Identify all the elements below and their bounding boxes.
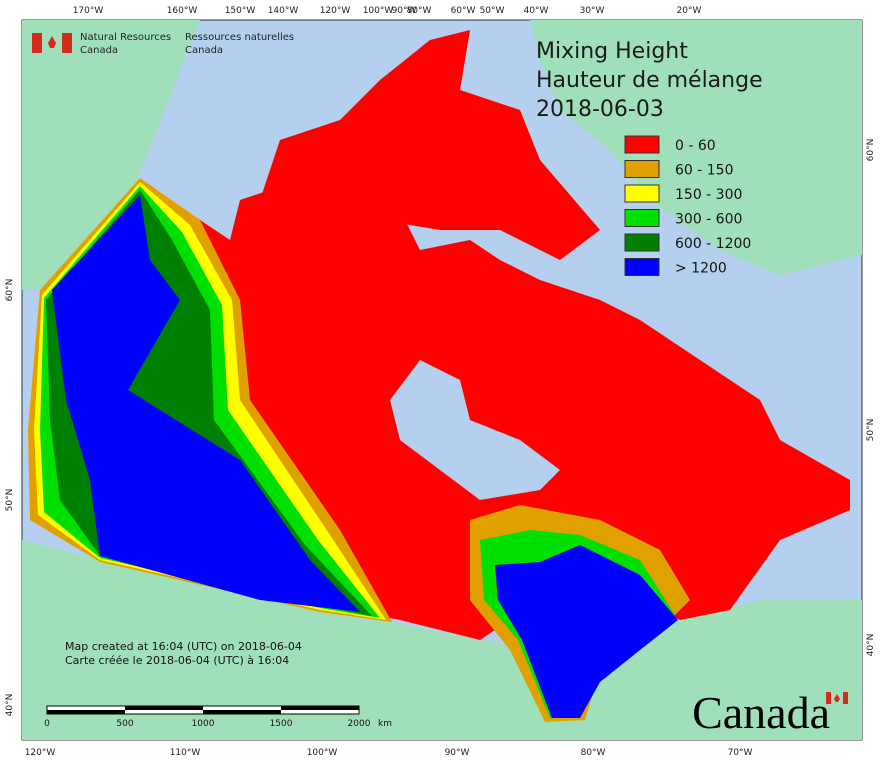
legend-label: 300 - 600 [675, 212, 742, 228]
longitude-label: 100°W [307, 748, 338, 758]
map-title: Mixing Height [536, 39, 688, 64]
longitude-label: 90°W [445, 748, 470, 758]
latitude-label: 40°N [866, 634, 876, 657]
map-title: 2018-06-03 [536, 97, 664, 122]
wordmark: Canada [692, 687, 830, 738]
latitude-label: 50°N [866, 419, 876, 442]
longitude-label: 170°W [73, 6, 104, 16]
scale-label: 0 [44, 719, 50, 729]
agency-fr: Ressources naturelles [185, 32, 294, 43]
legend-swatch [624, 160, 660, 178]
longitude-label: 110°W [170, 748, 201, 758]
longitude-label: 100°W [363, 6, 394, 16]
legend-swatch [624, 233, 660, 252]
wordmark-flag [826, 692, 848, 704]
legend-label: 600 - 1200 [675, 236, 751, 252]
scale-label: 500 [116, 719, 133, 729]
agency-fr: Canada [185, 45, 223, 56]
latitude-label: 50°N [5, 489, 15, 512]
longitude-label: 120°W [25, 748, 56, 758]
longitude-label: 150°W [225, 6, 256, 16]
longitude-label: 120°W [320, 6, 351, 16]
longitude-label: 140°W [268, 6, 299, 16]
legend-swatch [624, 209, 660, 227]
map-title: Hauteur de mélange [536, 68, 763, 93]
scale-unit: km [378, 719, 392, 729]
longitude-label: 80°W [581, 748, 606, 758]
legend-label: 150 - 300 [675, 187, 742, 203]
nrcan-flag [32, 33, 72, 53]
land [22, 20, 862, 740]
latitude-label: 60°N [866, 139, 876, 162]
legend-swatch [624, 184, 660, 203]
latitude-label: 60°N [5, 279, 15, 302]
scale-label: 2000 [348, 719, 371, 729]
longitude-label: 30°W [580, 6, 605, 16]
longitude-label: 40°W [524, 6, 549, 16]
legend-swatch [624, 135, 660, 154]
note: Map created at 16:04 (UTC) on 2018-06-04 [65, 640, 302, 653]
longitude-label: 70°W [728, 748, 753, 758]
legend-label: 0 - 60 [675, 138, 716, 154]
scale-label: 1000 [192, 719, 215, 729]
longitude-label: 60°W [451, 6, 476, 16]
longitude-label: 90°W [392, 6, 417, 16]
scale-bar [46, 705, 360, 715]
legend-label: > 1200 [675, 261, 727, 277]
longitude-label: 80°W [407, 6, 432, 16]
agency-en: Natural Resources [80, 32, 171, 43]
note: Carte créée le 2018-06-04 (UTC) à 16:04 [65, 654, 289, 667]
longitude-label: 20°W [677, 6, 702, 16]
agency-en: Canada [80, 45, 118, 56]
scale-label: 1500 [270, 719, 293, 729]
legend-label: 60 - 150 [675, 163, 734, 179]
latitude-label: 40°N [5, 694, 15, 717]
legend-swatch [624, 258, 660, 276]
longitude-label: 50°W [480, 6, 505, 16]
longitude-label: 160°W [167, 6, 198, 16]
